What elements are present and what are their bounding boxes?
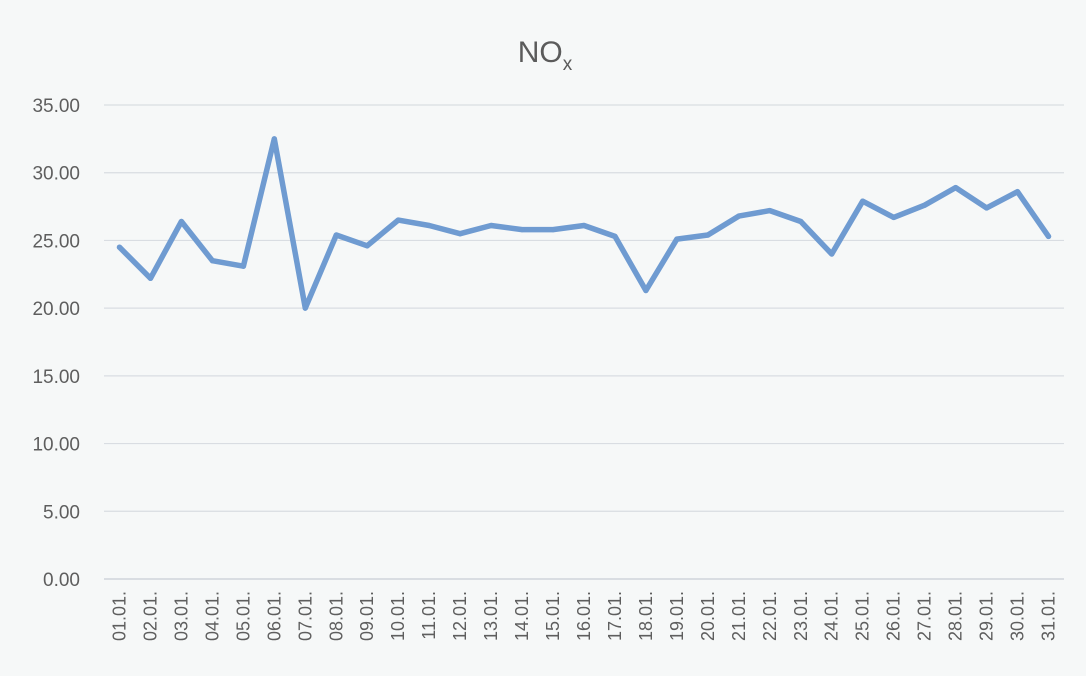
data-point (116, 244, 123, 250)
x-tick-label: 23.01. (791, 591, 811, 641)
y-tick-label: 0.00 (43, 570, 80, 591)
x-tick-label: 01.01. (109, 591, 129, 641)
x-tick-label: 08.01. (326, 591, 346, 641)
x-tick-label: 25.01. (853, 591, 873, 641)
y-tick-label: 15.00 (32, 367, 80, 388)
data-point (643, 287, 649, 294)
x-tick-label: 30.01. (1008, 591, 1028, 641)
x-tick-label: 02.01. (140, 591, 160, 641)
data-point (829, 251, 835, 257)
y-axis-tick-labels: 0.00 5.00 10.00 15.00 20.00 25.00 30.00 35.00 (32, 96, 80, 591)
data-point (891, 214, 897, 221)
x-tick-label: 03.01. (171, 591, 191, 641)
data-point (519, 226, 525, 233)
data-point (983, 205, 990, 211)
data-point (581, 222, 587, 229)
gridlines (104, 104, 1064, 580)
x-tick-label: 27.01. (915, 591, 935, 641)
x-tick-label: 28.01. (946, 591, 966, 641)
x-tick-label: 04.01. (202, 591, 222, 641)
data-point (798, 218, 804, 225)
x-tick-label: 12.01. (450, 591, 470, 641)
x-tick-label: 24.01. (822, 591, 842, 641)
data-point (147, 275, 154, 281)
x-tick-label: 22.01. (760, 591, 780, 641)
x-tick-label: 15.01. (543, 591, 563, 641)
x-axis-tick-labels: 01.01. 02.01. 03.01. 04.01. 05.01. 06.01. 07.0… (109, 591, 1058, 641)
x-tick-label: 26.01. (884, 591, 904, 641)
data-point (1045, 233, 1052, 239)
x-tick-label: 06.01. (264, 591, 284, 641)
data-point (333, 232, 339, 238)
y-tick-label: 20.00 (32, 299, 80, 320)
chart-title-main: NO (518, 36, 563, 69)
data-point (488, 222, 494, 229)
data-point (240, 263, 246, 269)
x-tick-label: 14.01. (512, 591, 532, 641)
x-tick-label: 19.01. (667, 591, 687, 641)
series-layer (116, 136, 1052, 311)
data-point (550, 226, 556, 233)
x-tick-label: 13.01. (481, 591, 501, 641)
y-tick-label: 5.00 (43, 502, 80, 523)
x-tick-label: 05.01. (233, 591, 253, 641)
x-tick-label: 21.01. (729, 591, 749, 641)
x-tick-label: 16.01. (574, 591, 594, 641)
y-tick-label: 35.00 (32, 96, 80, 117)
data-point (612, 233, 618, 239)
x-tick-label: 09.01. (357, 591, 377, 641)
y-tick-label: 10.00 (32, 435, 80, 456)
data-point (178, 218, 185, 225)
data-point (271, 136, 277, 142)
x-tick-label: 18.01. (636, 591, 656, 641)
x-tick-label: 11.01. (419, 591, 439, 640)
data-point (767, 208, 773, 214)
x-tick-label: 31.01. (1039, 591, 1059, 641)
data-point (705, 232, 711, 238)
data-point (364, 243, 370, 249)
data-point (302, 305, 308, 311)
x-tick-label: 17.01. (605, 591, 625, 641)
x-tick-label: 29.01. (977, 591, 997, 641)
data-point (736, 213, 742, 219)
data-point (209, 258, 215, 264)
data-point (457, 231, 463, 237)
x-tick-label: 20.01. (698, 591, 718, 641)
x-tick-label: 10.01. (388, 591, 408, 641)
x-tick-label: 07.01. (295, 591, 315, 641)
data-point (395, 217, 401, 223)
chart-title-subscript: x (563, 54, 573, 75)
data-point (1014, 189, 1021, 195)
y-tick-label: 30.00 (32, 164, 80, 185)
data-point (922, 202, 928, 208)
data-point (953, 185, 959, 191)
y-tick-label: 25.00 (32, 231, 80, 252)
chart-title: NOx (518, 36, 573, 75)
data-point (860, 198, 866, 204)
data-point (426, 222, 432, 229)
data-point (674, 236, 680, 242)
